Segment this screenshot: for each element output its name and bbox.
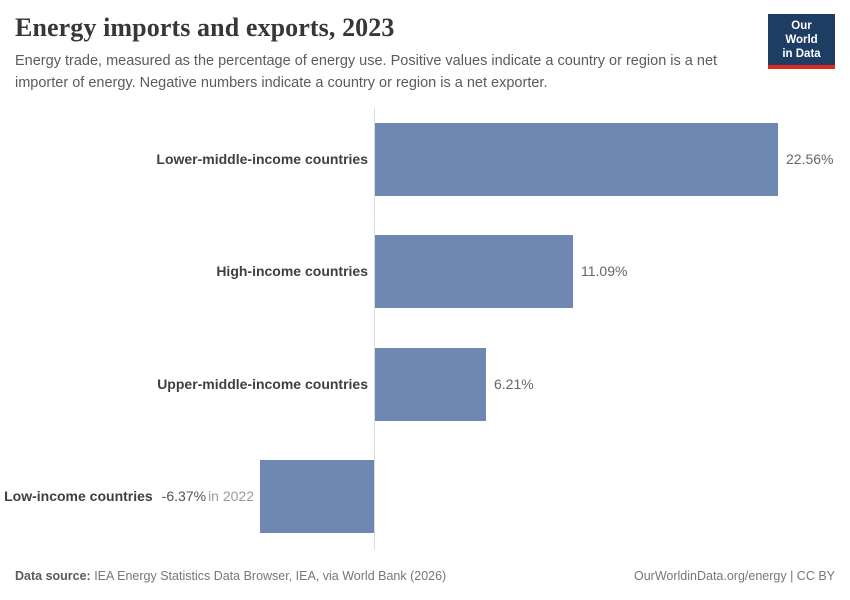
category-name: Low-income countries xyxy=(4,488,153,504)
chart-footer: Data source: IEA Energy Statistics Data … xyxy=(15,569,835,583)
value-label: 11.09% xyxy=(581,263,628,279)
chart-subtitle: Energy trade, measured as the percentage… xyxy=(15,53,718,91)
bar-row: 6.21% Upper-middle-income countries xyxy=(0,348,850,421)
category-label: Lower-middle-income countries xyxy=(156,123,368,196)
chart-area: 22.56% Lower-middle-income countries 11.09… xyxy=(0,108,850,550)
value-label: -6.37% xyxy=(161,488,207,504)
bar-row: 11.09% High-income countries xyxy=(0,235,850,308)
category-name: High-income countries xyxy=(216,263,368,279)
credit-link[interactable]: OurWorldinData.org/energy | CC BY xyxy=(633,569,835,583)
value-note: in 2022 xyxy=(208,488,254,504)
owid-logo[interactable]: Our World in Data xyxy=(768,14,835,69)
value-label: 6.21% xyxy=(494,376,534,392)
bar[interactable] xyxy=(375,348,486,421)
chart-header: Energy imports and exports, 2023 Energy … xyxy=(15,12,835,94)
bar[interactable] xyxy=(375,123,778,196)
bar[interactable] xyxy=(260,460,374,533)
category-label: Upper-middle-income countries xyxy=(157,348,368,421)
datasource-text: IEA Energy Statistics Data Browser, IEA,… xyxy=(90,569,447,583)
category-label: High-income countries xyxy=(216,235,368,308)
bar[interactable] xyxy=(375,235,573,308)
category-name: Lower-middle-income countries xyxy=(156,151,368,167)
axis-line xyxy=(374,108,375,550)
bar-row: Low-income countries -6.37% in 2022 xyxy=(0,460,850,533)
value-label: 22.56% xyxy=(786,151,834,167)
datasource-label: Data source: xyxy=(15,569,91,583)
category-label: Low-income countries -6.37% in 2022 xyxy=(4,460,254,533)
datasource: Data source: IEA Energy Statistics Data … xyxy=(15,569,446,583)
owid-logo-line2: in Data xyxy=(782,48,821,60)
category-name: Upper-middle-income countries xyxy=(157,376,368,392)
owid-logo-line1: Our World xyxy=(785,20,818,46)
bar-row: 22.56% Lower-middle-income countries xyxy=(0,123,850,196)
chart-title: Energy imports and exports, 2023 xyxy=(15,13,395,42)
